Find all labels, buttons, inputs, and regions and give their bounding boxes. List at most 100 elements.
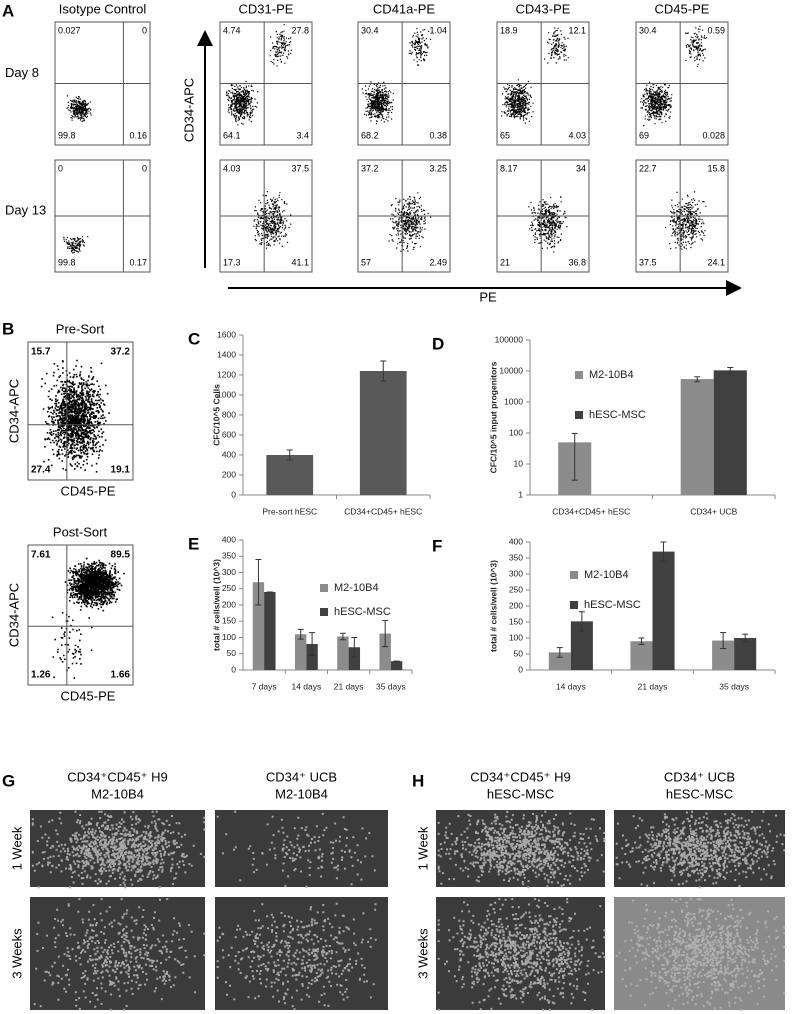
y-tick-label: 200 <box>509 600 523 610</box>
panel-label: D <box>432 334 444 353</box>
column-title: CD31-PE <box>239 1 294 16</box>
quadrant-value: 30.4 <box>639 25 657 35</box>
x-tick-label: Pre-sort hESC <box>262 506 317 516</box>
quadrant-value: 0.59 <box>707 25 725 35</box>
quadrant-value: 0 <box>58 163 63 173</box>
x-axis-label: CD45-PE <box>61 688 116 703</box>
micrograph <box>436 897 605 1010</box>
bar <box>294 634 307 670</box>
y-tick-label: 150 <box>509 616 523 626</box>
y-tick-label: 300 <box>509 568 523 578</box>
y-axis-label: CD34-APC <box>6 583 21 647</box>
quadrant-value: 57 <box>361 257 371 267</box>
bar <box>712 640 735 670</box>
panel-label: H <box>412 771 424 790</box>
quadrant-value: 37.5 <box>639 257 657 267</box>
row-label: 1 Week <box>9 826 24 870</box>
bar <box>548 652 571 670</box>
quadrant-value: 17.3 <box>223 257 241 267</box>
column-title: hESC-MSC <box>487 786 554 801</box>
legend-swatch <box>570 571 578 579</box>
dot-cloud <box>528 196 568 253</box>
column-title: M2-10B4 <box>275 786 328 801</box>
y-tick-label: 50 <box>227 648 237 658</box>
x-axis-label: CD45-PE <box>61 483 116 498</box>
y-tick-label: 100000 <box>495 334 524 344</box>
dot-cloud <box>269 24 292 67</box>
y-tick-label: 1200 <box>217 369 236 379</box>
panel-label: G <box>2 771 15 790</box>
y-tick-label: 350 <box>222 551 236 561</box>
quadrant-value: 99.8 <box>58 257 76 267</box>
y-tick-label: 100 <box>509 632 523 642</box>
quadrant-value: 15.7 <box>31 347 51 358</box>
y-tick-label: 1400 <box>217 349 236 359</box>
y-tick-label: 250 <box>222 583 236 593</box>
quadrant-value: 22.7 <box>639 163 657 173</box>
quadrant-value: 3.25 <box>429 163 447 173</box>
y-axis-label: CD34-APC <box>181 78 196 142</box>
y-tick-label: 1000 <box>217 389 236 399</box>
legend-label: hESC-MSC <box>584 599 641 611</box>
quadrant-value: 68.2 <box>361 130 379 140</box>
bar <box>379 633 391 670</box>
bar <box>252 582 265 670</box>
row-label: 3 Weeks <box>9 928 24 979</box>
x-tick-label: 21 days <box>638 681 668 691</box>
bar <box>680 379 714 495</box>
quadrant-value: 1.26 <box>31 670 51 681</box>
column-title: hESC-MSC <box>666 786 733 801</box>
column-title: M2-10B4 <box>91 786 144 801</box>
bar <box>266 455 314 495</box>
quadrant-value: 18.9 <box>500 25 518 35</box>
y-tick-label: 0 <box>231 489 236 499</box>
column-title: CD34⁺ UCB <box>266 769 337 784</box>
legend-label: M2-10B4 <box>334 582 379 594</box>
y-tick-label: 1 <box>518 489 523 499</box>
bar <box>630 641 653 670</box>
column-title: Isotype Control <box>59 1 147 16</box>
micrograph <box>215 810 388 887</box>
column-title: CD34⁺CD45⁺ H9 <box>67 769 167 784</box>
quadrant-value: 27.4 <box>31 465 51 476</box>
row-label: 1 Week <box>415 826 430 870</box>
y-tick-label: 300 <box>222 567 236 577</box>
legend-swatch <box>320 608 328 616</box>
quadrant-value: 19.1 <box>111 465 131 476</box>
dot-cloud <box>66 95 92 123</box>
y-tick-label: 1600 <box>217 329 236 339</box>
dot-cloud <box>685 25 708 68</box>
y-axis-label: CD34-APC <box>6 379 21 443</box>
legend-label: hESC-MSC <box>589 409 646 421</box>
quadrant-value: 4.74 <box>223 25 241 35</box>
micrograph <box>215 897 388 1010</box>
quadrant-value: 34 <box>576 163 586 173</box>
y-tick-label: 50 <box>514 648 524 658</box>
x-tick-label: CD34+CD45+ hESC <box>344 506 422 516</box>
quadrant-value: 30.4 <box>361 25 379 35</box>
dot-cloud <box>225 80 259 126</box>
column-title: CD43-PE <box>516 1 571 16</box>
legend-swatch <box>570 601 578 609</box>
y-tick-label: 10 <box>514 458 524 468</box>
dot-cloud <box>51 612 93 679</box>
dot-cloud <box>640 81 673 127</box>
panel-label: E <box>188 534 199 553</box>
x-tick-label: 35 days <box>719 681 749 691</box>
plot-title: Post-Sort <box>53 524 108 539</box>
quadrant-value: 37.2 <box>111 347 131 358</box>
panel-label: A <box>2 1 14 20</box>
x-axis-label: PE <box>479 289 497 304</box>
quadrant-value: 4.03 <box>568 130 586 140</box>
dot-cloud <box>64 557 125 612</box>
y-tick-label: 400 <box>222 449 236 459</box>
quadrant-value: 0.028 <box>702 130 725 140</box>
quadrant-value: 21 <box>500 257 510 267</box>
dot-cloud <box>361 81 394 125</box>
y-axis-label: total # cells/well (10^3) <box>488 560 498 652</box>
y-tick-label: 150 <box>222 616 236 626</box>
dot-cloud <box>63 236 89 254</box>
dot-cloud <box>501 79 534 124</box>
quadrant-value: 69 <box>639 130 649 140</box>
